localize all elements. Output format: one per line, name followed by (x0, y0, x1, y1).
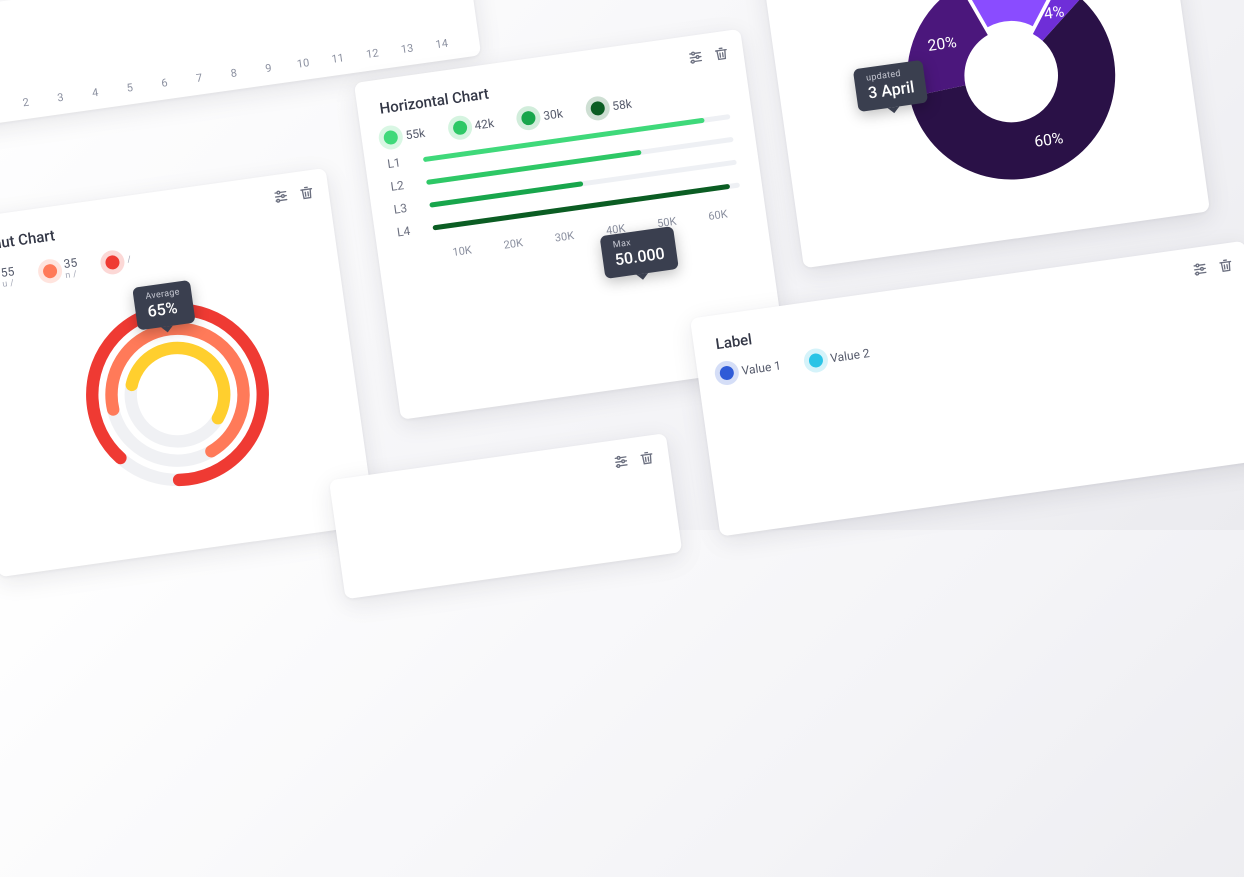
sliders-icon[interactable] (272, 187, 290, 205)
legend-label: 42k (474, 116, 495, 133)
legend-dot-icon (452, 120, 468, 136)
legend-label: 58k (611, 97, 632, 114)
legend-item[interactable]: 30k (521, 106, 564, 126)
hbar-label: L3 (393, 200, 417, 217)
legend-label: Value 2 (829, 346, 870, 365)
x-tick: 60K (691, 205, 744, 225)
legend-sublabel: u / (2, 278, 17, 290)
legend-item[interactable]: Value 2 (808, 346, 871, 368)
trash-icon[interactable] (638, 449, 656, 467)
hchart-tooltip: Max 50.000 (600, 226, 679, 279)
trash-icon[interactable] (712, 45, 730, 63)
hbar-label: L4 (396, 223, 420, 240)
legend-label: 55k (405, 126, 426, 143)
sliders-icon[interactable] (687, 48, 705, 66)
legend-dot-icon (521, 110, 537, 126)
x-tick: 30K (538, 227, 591, 247)
legend-item[interactable]: 55u / (0, 264, 17, 293)
sliders-icon[interactable] (612, 453, 630, 471)
legend-dot-icon (383, 130, 399, 146)
legend-dot-icon (42, 263, 58, 279)
legend-item[interactable]: Value 1 (719, 358, 782, 380)
partial-card (329, 433, 682, 599)
trash-icon[interactable] (1217, 256, 1235, 274)
x-tick: 20K (487, 234, 540, 254)
pie-chart-card: Pie Chart 0 /0 /0 /0 / 60%20%16%4% updat… (754, 0, 1210, 268)
legend-label: Value 1 (741, 358, 782, 377)
legend-item[interactable]: 35n / (41, 255, 79, 284)
legend-sublabel: n / (65, 269, 80, 281)
pie-slice-label: 4% (1043, 2, 1065, 23)
pie-chart: 60%20%16%4% (864, 0, 1158, 222)
legend-dot-icon (808, 353, 824, 369)
donut-tooltip: Average 65% (132, 280, 196, 331)
legend-dot-icon (719, 365, 735, 381)
legend-item[interactable]: 58k (590, 97, 633, 117)
hbar-label: L1 (386, 154, 410, 171)
sliders-icon[interactable] (1191, 260, 1209, 278)
legend-item[interactable]: / (104, 248, 133, 275)
donut-chart-card: Donut Chart 55u /35n // Average 65% (0, 168, 375, 577)
legend-label: 30k (542, 106, 563, 123)
legend-item[interactable]: 55k (383, 126, 426, 146)
legend-dot-icon (590, 101, 606, 117)
x-tick: 10K (436, 241, 489, 261)
tooltip-value: 65% (146, 298, 178, 321)
legend-dot-icon (105, 255, 121, 271)
hbar-label: L2 (390, 177, 414, 194)
legend-sublabel: / (127, 255, 132, 265)
legend-item[interactable]: 42k (452, 116, 495, 136)
trash-icon[interactable] (298, 184, 316, 202)
